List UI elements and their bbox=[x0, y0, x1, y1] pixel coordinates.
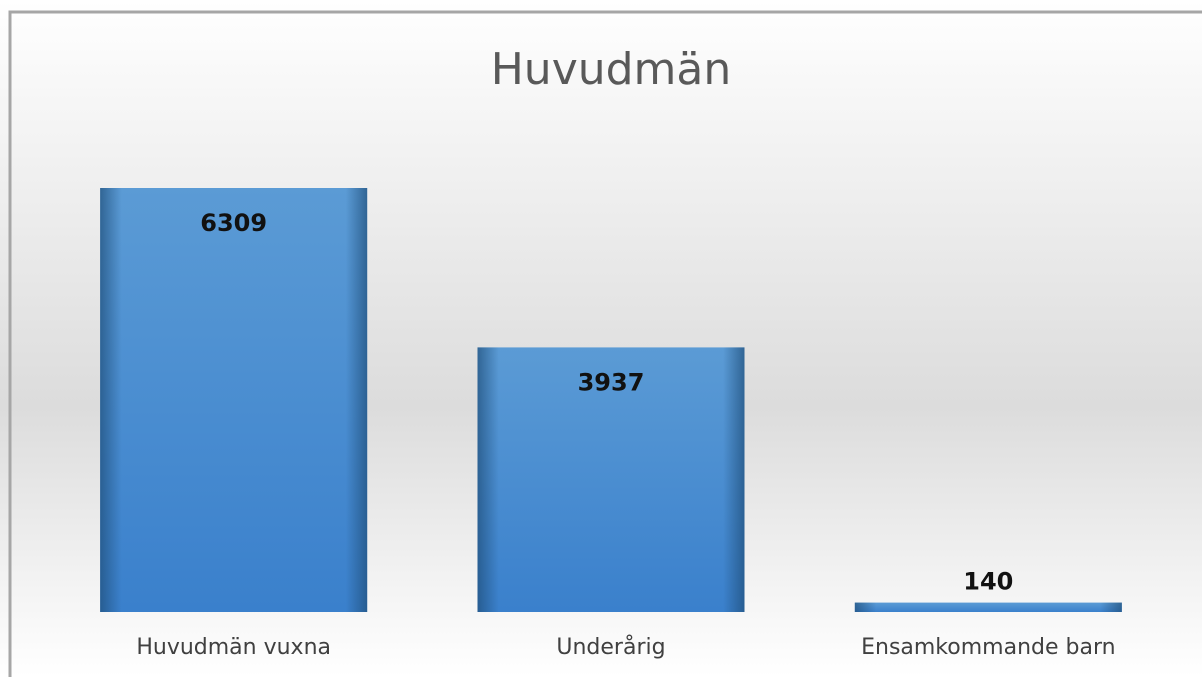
chart-title: Huvudmän bbox=[491, 44, 732, 95]
bar-shade bbox=[477, 347, 745, 612]
bar-shade bbox=[100, 188, 368, 612]
x-tick-label: Huvudmän vuxna bbox=[136, 635, 331, 660]
x-tick-label: Ensamkommande barn bbox=[861, 635, 1115, 660]
value-label: 140 bbox=[963, 568, 1013, 596]
value-label: 6309 bbox=[200, 209, 267, 237]
frame bbox=[8, 10, 1202, 677]
x-tick-label: Underårig bbox=[556, 634, 665, 660]
bar-shade bbox=[854, 602, 1122, 612]
value-label: 3937 bbox=[578, 368, 645, 396]
